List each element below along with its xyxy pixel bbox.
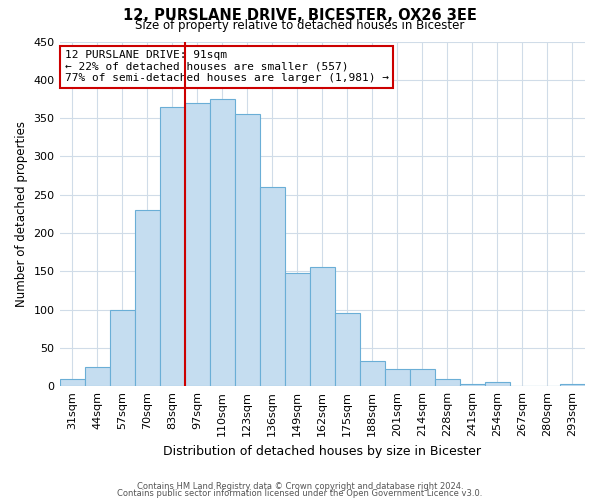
Text: Contains public sector information licensed under the Open Government Licence v3: Contains public sector information licen… (118, 489, 482, 498)
X-axis label: Distribution of detached houses by size in Bicester: Distribution of detached houses by size … (163, 444, 481, 458)
Bar (485, 382, 510, 386)
Bar (560, 384, 585, 386)
Bar (85, 367, 110, 386)
Bar (310, 268, 335, 386)
Bar (285, 273, 310, 386)
Bar (160, 106, 185, 386)
Bar (209, 99, 235, 386)
Text: 12, PURSLANE DRIVE, BICESTER, OX26 3EE: 12, PURSLANE DRIVE, BICESTER, OX26 3EE (123, 8, 477, 22)
Bar (185, 103, 209, 386)
Bar (335, 314, 360, 386)
Bar (410, 370, 435, 386)
Bar (134, 210, 160, 386)
Bar (360, 361, 385, 386)
Bar (260, 187, 285, 386)
Text: 12 PURSLANE DRIVE: 91sqm
← 22% of detached houses are smaller (557)
77% of semi-: 12 PURSLANE DRIVE: 91sqm ← 22% of detach… (65, 50, 389, 84)
Bar (59, 378, 85, 386)
Bar (385, 370, 410, 386)
Text: Size of property relative to detached houses in Bicester: Size of property relative to detached ho… (136, 18, 464, 32)
Text: Contains HM Land Registry data © Crown copyright and database right 2024.: Contains HM Land Registry data © Crown c… (137, 482, 463, 491)
Bar (235, 114, 260, 386)
Bar (435, 378, 460, 386)
Bar (460, 384, 485, 386)
Bar (110, 310, 134, 386)
Y-axis label: Number of detached properties: Number of detached properties (15, 121, 28, 307)
